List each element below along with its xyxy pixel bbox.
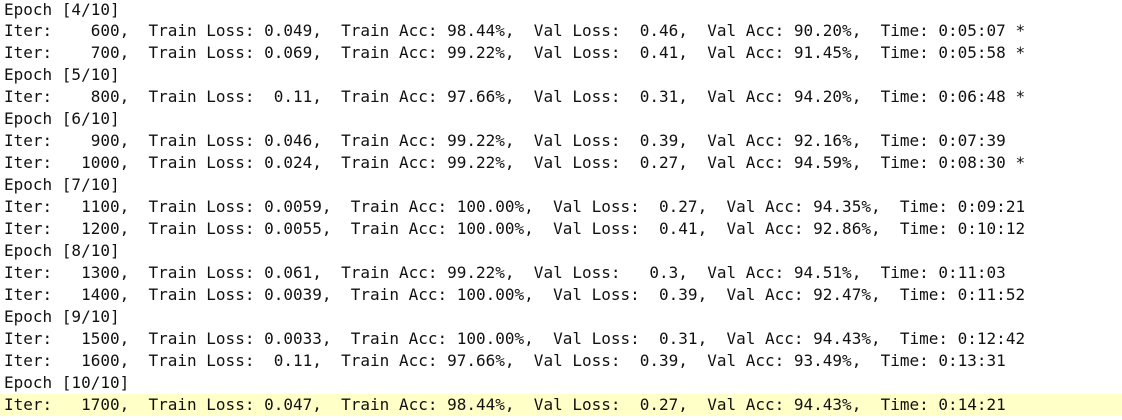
epoch-header: Epoch [4/10] — [4, 0, 120, 19]
iteration-log-line: Iter: 900, Train Loss: 0.046, Train Acc:… — [4, 131, 1006, 150]
iteration-log-line: Iter: 1100, Train Loss: 0.0059, Train Ac… — [4, 197, 1026, 216]
epoch-header: Epoch [5/10] — [4, 65, 120, 84]
iteration-log-line: Iter: 1500, Train Loss: 0.0033, Train Ac… — [4, 329, 1026, 348]
iteration-log-line: Iter: 800, Train Loss: 0.11, Train Acc: … — [4, 87, 1026, 106]
iteration-log-line: Iter: 700, Train Loss: 0.069, Train Acc:… — [4, 43, 1026, 62]
iteration-log-line: Iter: 1600, Train Loss: 0.11, Train Acc:… — [4, 351, 1006, 370]
epoch-header: Epoch [6/10] — [4, 109, 120, 128]
iteration-log-line: Iter: 1200, Train Loss: 0.0055, Train Ac… — [4, 219, 1026, 238]
iteration-log-line: Iter: 1000, Train Loss: 0.024, Train Acc… — [4, 153, 1026, 172]
epoch-header: Epoch [8/10] — [4, 241, 120, 260]
current-line-highlight: Iter: 1700, Train Loss: 0.047, Train Acc… — [0, 394, 1122, 416]
iteration-log-line: Iter: 1300, Train Loss: 0.061, Train Acc… — [4, 263, 1006, 282]
epoch-header: Epoch [7/10] — [4, 175, 120, 194]
epoch-header: Epoch [9/10] — [4, 307, 120, 326]
iteration-log-line: Iter: 1400, Train Loss: 0.0039, Train Ac… — [4, 285, 1026, 304]
iteration-log-line: Iter: 600, Train Loss: 0.049, Train Acc:… — [4, 21, 1026, 40]
epoch-header: Epoch [10/10] — [4, 373, 130, 392]
